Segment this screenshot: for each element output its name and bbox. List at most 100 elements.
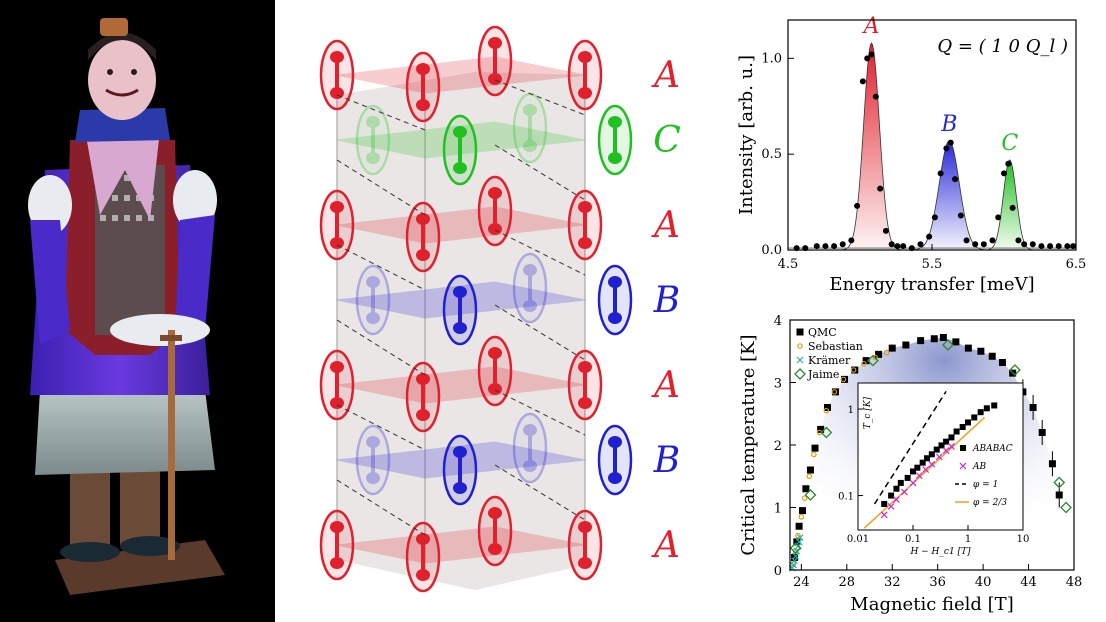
data-point: [959, 424, 966, 431]
inset-y-tick-label: 0.1: [838, 492, 854, 503]
data-point: [977, 347, 985, 355]
data-point: [848, 237, 855, 244]
data-point: [902, 341, 910, 349]
dimer: [477, 495, 513, 567]
data-point: [868, 51, 875, 58]
data-point: [877, 185, 884, 192]
data-point: [1015, 237, 1022, 244]
data-point: [998, 359, 1006, 366]
dimer: [319, 39, 355, 111]
data-point: [1029, 241, 1036, 248]
legend-entry: Sebastian: [808, 340, 863, 353]
x-tick-label: 6.5: [1066, 257, 1087, 272]
dimer: [442, 274, 478, 346]
phase-diagram-chart: 24 28 32 36 40 44 48 0 1 2 3 4 Magnetic field [T] Cri…: [738, 314, 1083, 615]
data-point: [952, 338, 960, 346]
layer-label-A: A: [651, 525, 680, 566]
peak-label-A: A: [862, 14, 880, 39]
data-point: [904, 474, 911, 481]
data-point: [1009, 364, 1021, 376]
data-point: [1038, 243, 1045, 250]
x-tick-label: 36: [929, 575, 946, 590]
dimer: [597, 264, 633, 336]
peak-A: [839, 42, 904, 251]
y-tick-label: 1: [774, 502, 782, 517]
lattice-layer-A: [319, 335, 603, 433]
data-point: [988, 352, 996, 360]
data-point: [792, 552, 800, 560]
lattice-layers: [319, 25, 633, 593]
dimer: [512, 92, 548, 164]
data-point: [854, 202, 861, 209]
data-point: [917, 241, 924, 248]
data-point: [964, 344, 972, 352]
y-tick-label: 0.5: [761, 147, 782, 162]
x-tick-label: 5.5: [922, 257, 943, 272]
data-point: [882, 227, 889, 234]
lattice-layer-A: [319, 25, 603, 123]
data-point: [894, 243, 901, 250]
peak-B: [908, 140, 990, 251]
inset-x-tick-label: 0.1: [905, 534, 921, 545]
dimer: [405, 361, 441, 433]
data-point: [926, 233, 933, 240]
x-tick-label: 32: [884, 575, 901, 590]
data-point: [914, 464, 921, 471]
inset-y-tick-label: 1: [848, 405, 854, 416]
dimer: [477, 335, 513, 407]
y-tick-label: 0: [774, 564, 782, 579]
data-point: [806, 466, 814, 474]
data-point: [980, 241, 987, 248]
data-point: [861, 360, 867, 367]
data-point: [859, 78, 866, 85]
dimer: [512, 412, 548, 484]
data-point: [915, 472, 923, 480]
dimer: [355, 264, 391, 336]
data-point: [995, 214, 1002, 221]
dimer: [567, 509, 603, 581]
data-point: [883, 349, 890, 356]
dimer: [405, 51, 441, 123]
x-tick-label: 28: [839, 575, 856, 590]
data-point: [943, 438, 950, 445]
data-point: [893, 496, 900, 503]
data-point: [798, 514, 805, 520]
data-point: [887, 502, 895, 510]
peak-C: [983, 159, 1037, 251]
x-tick-label: 48: [1066, 575, 1083, 590]
dimer: [355, 104, 391, 176]
data-point: [948, 434, 955, 441]
lattice-layer-A: [319, 495, 603, 593]
layer-label-A: A: [651, 365, 680, 406]
inset-y-axis-label: T_c [K]: [863, 396, 873, 429]
dimer: [319, 509, 355, 581]
line-phi-1: [873, 390, 947, 505]
data-point: [1001, 170, 1007, 177]
data-point: [872, 93, 879, 100]
data-point: [893, 485, 900, 492]
data-point: [948, 442, 955, 450]
data-point: [806, 473, 813, 480]
data-point: [917, 337, 925, 345]
data-point: [937, 170, 944, 177]
data-point: [867, 354, 879, 367]
data-point: [963, 237, 970, 244]
data-point: [991, 402, 998, 409]
legend-entry: Jaime: [807, 368, 839, 381]
terracotta-warrior-photo: [0, 0, 275, 622]
data-point: [935, 453, 943, 461]
data-point: [930, 335, 938, 343]
dimer: [355, 424, 391, 496]
x-axis-label: Magnetic field [T]: [850, 594, 1013, 615]
y-tick-label: 3: [774, 377, 782, 392]
data-point: [953, 428, 960, 435]
data-point: [875, 350, 883, 358]
inset-legend-entry: φ = 1: [973, 480, 998, 490]
data-point: [901, 488, 908, 496]
data-point: [928, 460, 936, 468]
data-point: [795, 522, 803, 530]
data-point: [793, 538, 801, 546]
data-point: [804, 489, 817, 501]
lattice-layer-B: [336, 412, 633, 506]
